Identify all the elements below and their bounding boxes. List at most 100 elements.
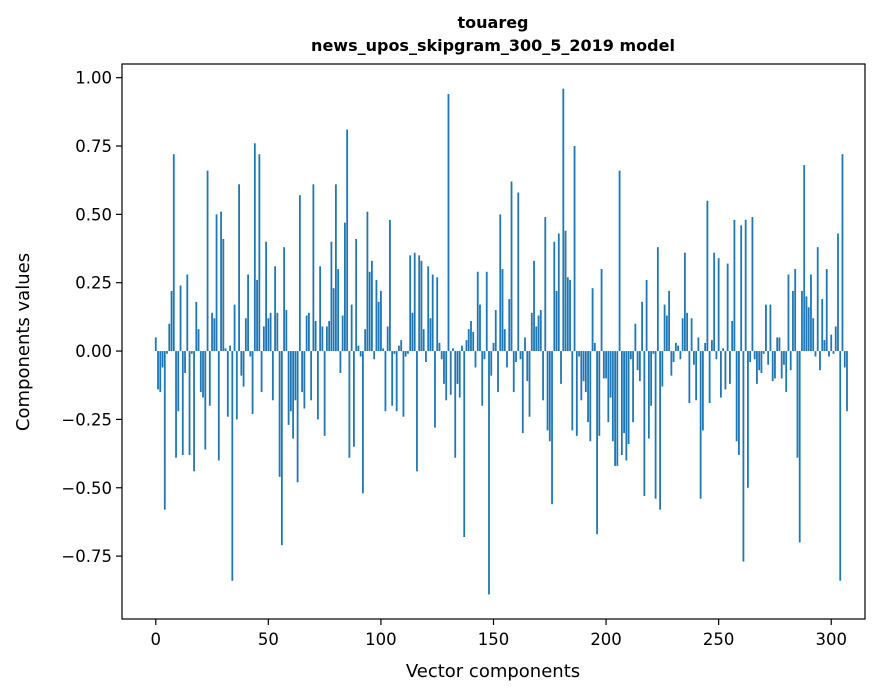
bar-303 (837, 233, 839, 352)
bar-244 (704, 342, 707, 352)
bar-187 (575, 351, 578, 436)
bar-14 (186, 274, 189, 352)
bar-259 (738, 351, 740, 455)
x-tick-label: 50 (258, 630, 279, 649)
bar-225 (661, 351, 664, 387)
bar-126 (438, 342, 441, 352)
bar-61 (292, 351, 295, 439)
bar-109 (400, 340, 403, 352)
bar-66 (303, 351, 306, 409)
bar-128 (443, 351, 445, 384)
plot-frame (121, 63, 866, 620)
bar-190 (582, 351, 585, 382)
bar-118 (420, 260, 423, 352)
bar-261 (742, 351, 745, 562)
bar-278 (780, 351, 783, 379)
bar-270 (762, 351, 765, 354)
y-tick-label: 0.75 (75, 137, 112, 156)
bar-180 (560, 351, 562, 384)
bar-107 (395, 351, 398, 412)
bar-277 (778, 337, 781, 352)
bar-228 (668, 290, 671, 352)
bar-249 (715, 351, 718, 360)
axes-group: 0 50 100 150 200 250 300 −0.75 −0.50 −0.25 0.00 0.2… (61, 63, 866, 649)
bar-63 (296, 351, 299, 483)
bar-38 (240, 351, 243, 376)
bar-182 (564, 230, 567, 352)
bar-48 (262, 326, 265, 352)
bar-186 (573, 146, 576, 352)
bar-276 (776, 337, 779, 352)
bar-294 (816, 247, 819, 352)
bar-17 (193, 351, 195, 472)
bar-251 (720, 351, 722, 398)
bar-18 (195, 301, 198, 352)
bar-10 (177, 351, 180, 412)
bar-6 (168, 323, 171, 352)
x-tick-label: 300 (815, 630, 847, 649)
bar-64 (298, 195, 301, 352)
bar-73 (319, 266, 322, 352)
bar-158 (510, 181, 513, 352)
bar-215 (638, 351, 641, 382)
bar-122 (429, 318, 432, 352)
bar-216 (641, 301, 643, 352)
bar-55 (278, 351, 281, 477)
bar-281 (787, 274, 790, 352)
bar-129 (445, 351, 448, 401)
bar-297 (823, 340, 826, 352)
bar-301 (832, 351, 835, 354)
bar-88 (353, 351, 355, 447)
bar-142 (474, 351, 477, 368)
bar-287 (801, 290, 803, 352)
bar-74 (321, 326, 324, 352)
bar-205 (616, 351, 619, 466)
bar-221 (652, 351, 655, 354)
bar-274 (771, 351, 774, 382)
bar-140 (470, 321, 472, 352)
bar-250 (717, 258, 720, 352)
bar-265 (751, 217, 754, 352)
bar-257 (733, 219, 736, 352)
bar-62 (294, 351, 297, 401)
bar-115 (413, 252, 416, 352)
bar-22 (204, 351, 207, 450)
bar-42 (249, 351, 252, 357)
bar-37 (238, 184, 240, 352)
bar-285 (796, 351, 799, 458)
bar-134 (456, 351, 459, 384)
bar-49 (265, 241, 267, 352)
bar-0 (154, 337, 157, 352)
bar-9 (175, 351, 177, 458)
bar-75 (323, 351, 326, 436)
bar-106 (393, 351, 396, 354)
bar-69 (310, 351, 313, 401)
bar-207 (620, 351, 623, 455)
bar-179 (557, 233, 560, 352)
bar-247 (711, 340, 713, 352)
bar-83 (341, 315, 344, 352)
bar-226 (663, 304, 666, 352)
bar-236 (686, 312, 689, 352)
bar-267 (756, 351, 758, 384)
bar-166 (528, 351, 531, 417)
bar-12 (181, 351, 184, 455)
bar-79 (332, 288, 335, 352)
bar-101 (382, 348, 385, 352)
bar-112 (407, 351, 409, 354)
bar-98 (375, 279, 378, 352)
bar-164 (524, 337, 526, 352)
bar-124 (434, 351, 436, 428)
bars-group (154, 88, 848, 595)
bar-280 (785, 351, 788, 393)
bar-82 (339, 351, 342, 373)
bar-273 (769, 304, 772, 352)
bar-147 (485, 271, 488, 352)
bar-51 (269, 312, 272, 352)
bar-20 (199, 351, 202, 393)
bar-184 (569, 279, 571, 352)
bar-227 (665, 315, 668, 352)
bar-57 (283, 247, 286, 352)
bar-58 (285, 310, 288, 352)
bar-87 (350, 304, 353, 352)
